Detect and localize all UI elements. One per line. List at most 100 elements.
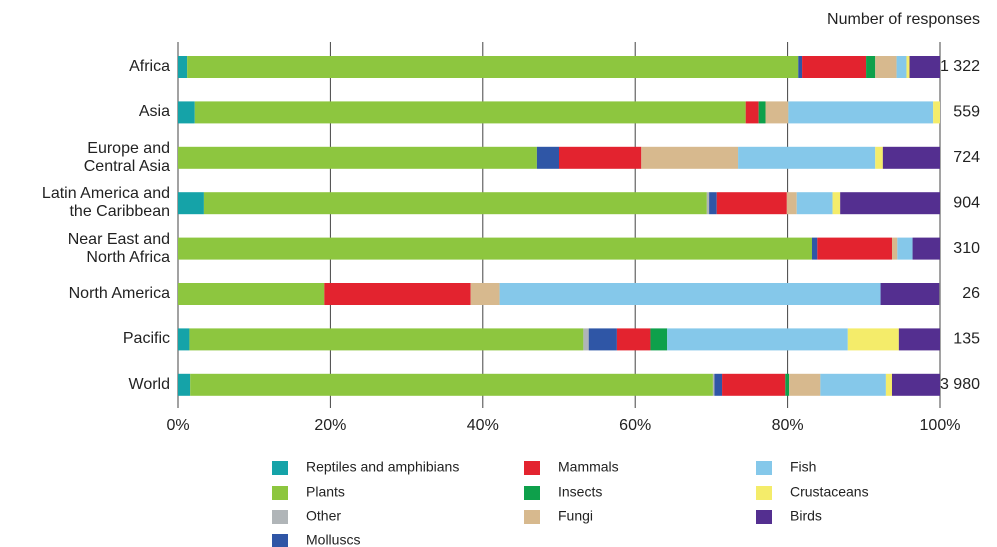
x-tick-label: 60% (619, 417, 651, 434)
bar-segment (178, 373, 191, 396)
bar-segment (470, 283, 500, 305)
category-label: Africa (129, 58, 170, 75)
x-tick-label: 0% (166, 417, 189, 434)
legend-label: Crustaceans (790, 484, 869, 500)
category-label: Near East and North Africa (67, 230, 170, 266)
bar-segment (912, 237, 940, 260)
legend-swatch (524, 486, 540, 500)
legend-swatch (272, 534, 288, 547)
bar-segment (840, 192, 940, 215)
bar-segment (786, 192, 797, 215)
bar-segment (789, 373, 821, 396)
bar-segment (909, 56, 940, 78)
bar-segment (178, 146, 537, 169)
x-tick-label: 40% (467, 417, 499, 434)
legend-label: Birds (790, 508, 822, 524)
bar-segment (706, 192, 710, 215)
bar-segment (324, 283, 471, 305)
bar-segment (178, 192, 204, 215)
bar-segment (716, 192, 787, 215)
bar-segment (194, 101, 746, 124)
bar-segment (499, 283, 881, 305)
bar-segment (880, 283, 940, 305)
legend-swatch (756, 461, 772, 475)
bar-segment (178, 283, 325, 305)
category-label: Europe and Central Asia (83, 139, 170, 175)
bar-segment (667, 328, 848, 351)
bar-segment (187, 56, 799, 78)
x-tick-label: 80% (772, 417, 804, 434)
bar-segment (203, 192, 707, 215)
bar-segment (875, 146, 883, 169)
category-label: Latin America and the Caribbean (41, 185, 170, 221)
bar-segment (178, 328, 190, 351)
bar-segment (798, 56, 803, 78)
bar-segment (745, 101, 759, 124)
bar-segment (641, 146, 739, 169)
legend-label: Plants (306, 484, 345, 500)
bar-segment (709, 192, 717, 215)
bar-segment (583, 328, 589, 351)
bar-segment (882, 146, 940, 169)
category-label: North America (68, 285, 170, 302)
bar-segment (891, 373, 940, 396)
bar-segment (885, 373, 892, 396)
response-count: 559 (953, 104, 980, 121)
bar-segment (847, 328, 899, 351)
bar-segment (758, 101, 766, 124)
response-count: 135 (953, 331, 980, 348)
bar-segment (765, 101, 789, 124)
bar-segment (189, 328, 584, 351)
bar-segment (906, 56, 910, 78)
category-label: Pacific (122, 330, 170, 348)
legend-label: Fungi (558, 508, 593, 524)
response-count: 724 (953, 149, 980, 166)
bar-segment (722, 373, 786, 396)
bar-segment (811, 237, 818, 260)
response-count: 26 (962, 285, 980, 302)
legend-label: Mammals (558, 459, 619, 475)
category-label: World (128, 375, 171, 393)
bar-segment (817, 237, 892, 260)
bar-segment (796, 192, 833, 215)
category-label: Asia (138, 103, 170, 121)
bar-segment (897, 237, 913, 260)
bar-segment (712, 373, 715, 396)
response-count: 1 322 (940, 58, 980, 75)
bar-segment (832, 192, 841, 215)
legend-swatch (272, 510, 288, 524)
bar-segment (896, 56, 907, 78)
right-header: Number of responses (827, 11, 980, 28)
bar-segment (802, 56, 867, 78)
bar-segment (820, 373, 886, 396)
legend-label: Reptiles and amphibians (306, 459, 459, 475)
bar-segment (588, 328, 617, 351)
x-tick-label: 100% (920, 417, 961, 434)
x-tick-label: 20% (314, 417, 346, 434)
bar-segment (190, 373, 713, 396)
bar-segment (788, 101, 934, 124)
legend-swatch (524, 461, 540, 475)
bar-segment (536, 146, 559, 169)
legend-swatch (272, 486, 288, 500)
bar-segment (650, 328, 668, 351)
response-count: 310 (953, 240, 980, 257)
bar-segment (866, 56, 876, 78)
legend-label: Other (306, 508, 341, 524)
bar-segment (616, 328, 651, 351)
legend-label: Molluscs (306, 532, 360, 547)
bar-segment (738, 146, 876, 169)
bar-segment (891, 237, 898, 260)
legend-label: Fish (790, 459, 816, 475)
bar-segment (178, 101, 195, 124)
bar-segment (898, 328, 940, 351)
bar-segment (875, 56, 897, 78)
bar-segment (178, 56, 188, 78)
bar-segment (178, 237, 812, 260)
response-count: 3 980 (940, 376, 980, 393)
response-count: 904 (953, 194, 980, 211)
legend-swatch (756, 486, 772, 500)
legend-swatch (272, 461, 288, 475)
